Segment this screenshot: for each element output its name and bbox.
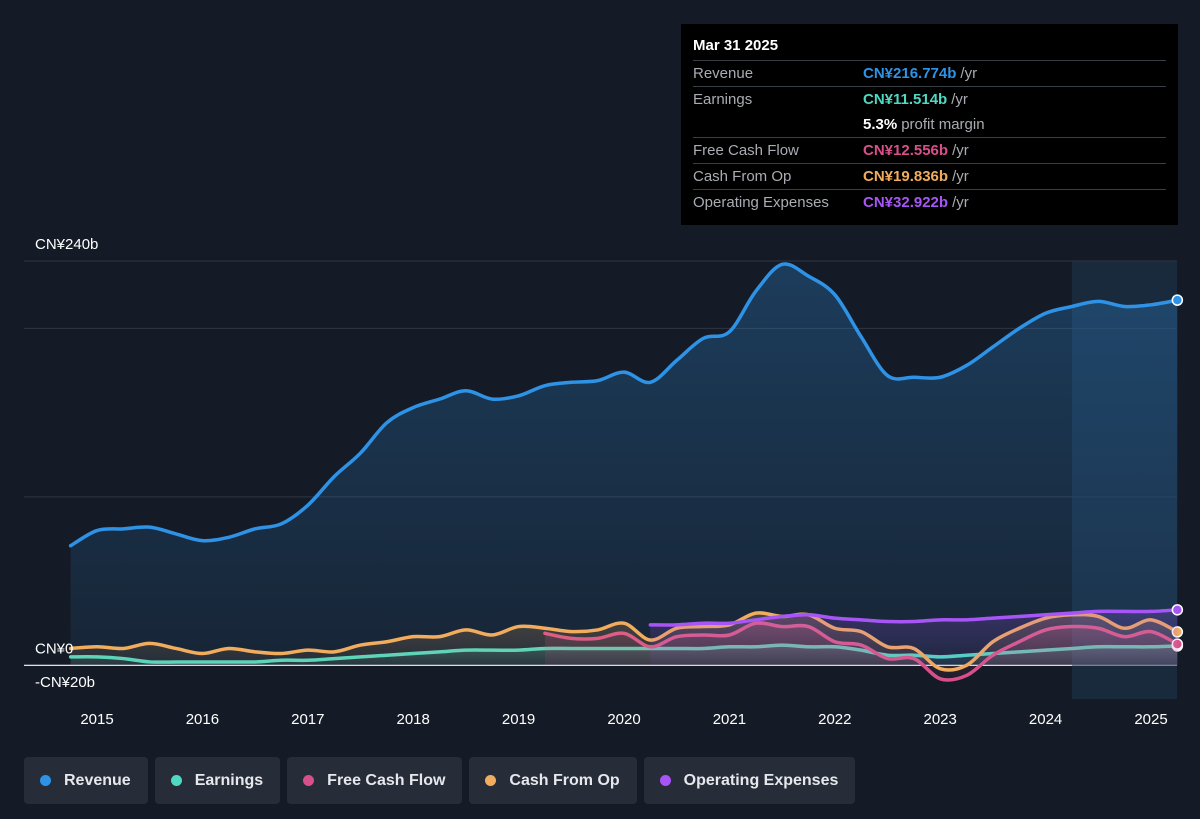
tooltip-row-unit: /yr	[960, 65, 978, 82]
tooltip-date: Mar 31 2025	[693, 37, 779, 54]
legend-label: Cash From Op	[509, 771, 620, 789]
y-axis-labels: CN¥240b CN¥0 -CN¥20b	[35, 236, 98, 691]
tooltip-row-unit: /yr	[951, 91, 968, 108]
tooltip-row-value: CN¥12.556b	[863, 142, 949, 159]
legend-dot-icon	[485, 775, 497, 786]
tooltip-row-unit: /yr	[952, 142, 969, 159]
tooltip-row-value: CN¥19.836b	[863, 168, 949, 185]
x-tick-label: 2019	[502, 711, 535, 728]
x-tick-label: 2015	[80, 711, 113, 728]
legend-label: Operating Expenses	[683, 771, 839, 789]
x-axis-labels: 2015 2016 2017 2018 2019 2020 2021 2022 2023 2024…	[80, 711, 1167, 728]
legend-cash-from-op[interactable]: Cash From Op	[469, 757, 637, 804]
legend-dot-icon	[170, 775, 182, 786]
x-tick-label: 2022	[818, 711, 851, 728]
legend-earnings[interactable]: Earnings	[154, 757, 281, 804]
legend-free-cash-flow[interactable]: Free Cash Flow	[287, 757, 463, 804]
legend-operating-expenses[interactable]: Operating Expenses	[643, 757, 856, 804]
chart-legend: Revenue Earnings Free Cash Flow Cash From O…	[24, 757, 856, 804]
tooltip-row: 5.3% profit margin	[693, 112, 1166, 137]
legend-dot-icon	[659, 775, 671, 786]
legend-dot-icon	[40, 775, 51, 786]
legend-revenue[interactable]: Revenue	[24, 757, 148, 804]
tooltip-row-unit: /yr	[952, 194, 969, 211]
series-operating-expenses	[648, 604, 1184, 666]
legend-label: Free Cash Flow	[327, 771, 446, 789]
operating-expenses-line	[648, 608, 1180, 627]
data-tooltip: Mar 31 2025 Revenue CN¥216.774b/yr Earning…	[681, 24, 1178, 225]
tooltip-row-value: 5.3%	[863, 116, 898, 133]
tooltip-row-label: Operating Expenses	[693, 194, 829, 211]
series-group	[68, 262, 1184, 682]
x-tick-label: 2024	[1029, 711, 1062, 728]
tooltip-row-label: Free Cash Flow	[693, 142, 799, 159]
legend-dot-icon	[303, 775, 315, 786]
tooltip-row-value: CN¥32.922b	[863, 194, 949, 211]
tooltip-row-unit: profit margin	[901, 116, 985, 133]
tooltip-row: Revenue CN¥216.774b/yr	[693, 60, 1166, 86]
x-tick-label: 2017	[291, 711, 324, 728]
operating-expenses-endpoint[interactable]	[1171, 604, 1184, 616]
revenue-area	[70, 263, 1178, 666]
legend-label: Earnings	[194, 771, 264, 789]
tooltip-row: Operating Expenses CN¥32.922b/yr	[693, 189, 1166, 215]
legend-label: Revenue	[64, 771, 131, 789]
tooltip-row-label: Earnings	[693, 91, 753, 108]
tooltip-row: Earnings CN¥11.514b/yr	[693, 86, 1166, 112]
x-tick-label: 2021	[713, 711, 746, 728]
y-tick-label: -CN¥20b	[35, 674, 95, 691]
tooltip-row-value: CN¥216.774b	[863, 65, 957, 82]
x-tick-label: 2020	[607, 711, 640, 728]
series-revenue	[68, 262, 1184, 666]
tooltip-row: Free Cash Flow CN¥12.556b/yr	[693, 137, 1166, 163]
x-tick-label: 2025	[1134, 711, 1167, 728]
x-tick-label: 2016	[186, 711, 219, 728]
y-tick-label: CN¥240b	[35, 236, 98, 253]
tooltip-row: Cash From Op CN¥19.836b/yr	[693, 163, 1166, 189]
y-tick-label: CN¥0	[35, 640, 73, 657]
tooltip-row-label: Revenue	[693, 65, 754, 82]
operating-expenses-area	[650, 609, 1178, 666]
revenue-line	[68, 262, 1180, 548]
tooltip-row-label: Cash From Op	[693, 168, 792, 185]
tooltip-row-value: CN¥11.514b	[863, 91, 948, 108]
revenue-endpoint[interactable]	[1171, 294, 1184, 306]
x-tick-label: 2023	[924, 711, 957, 728]
tooltip-row-unit: /yr	[952, 168, 969, 185]
x-tick-label: 2018	[397, 711, 430, 728]
